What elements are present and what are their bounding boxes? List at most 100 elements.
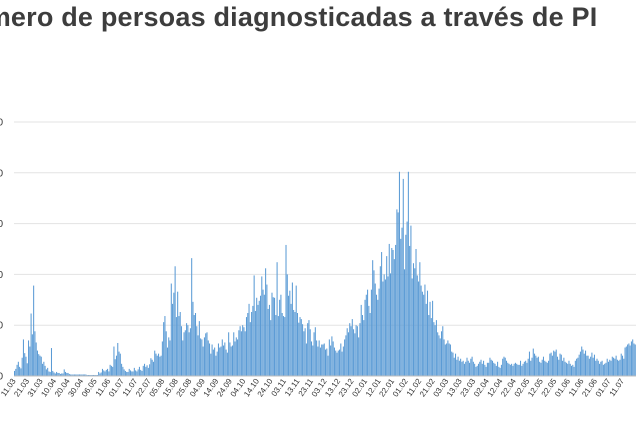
bar — [168, 337, 170, 376]
bar — [410, 225, 412, 376]
bar — [64, 371, 67, 376]
bar — [216, 351, 218, 376]
bar — [414, 268, 416, 376]
bar — [480, 359, 482, 376]
bar — [200, 338, 202, 376]
bar — [372, 260, 374, 376]
bar — [576, 358, 578, 376]
bar — [154, 350, 156, 376]
bar — [401, 227, 403, 376]
bar — [40, 356, 42, 376]
bar — [388, 243, 390, 376]
bar — [323, 343, 325, 376]
bar — [298, 322, 300, 376]
bar — [248, 303, 250, 376]
bar — [574, 360, 576, 376]
bar — [587, 355, 589, 376]
bar — [94, 374, 96, 376]
bar — [570, 365, 573, 376]
bar — [225, 349, 227, 376]
bar — [118, 351, 120, 376]
bar — [300, 319, 302, 376]
bar — [486, 362, 488, 376]
bar — [467, 360, 469, 376]
bar — [144, 363, 146, 376]
bar — [511, 363, 513, 376]
bar — [132, 371, 134, 376]
bar — [299, 317, 301, 376]
bar — [76, 374, 78, 376]
bar — [545, 361, 547, 376]
bar — [488, 362, 490, 376]
bar — [358, 337, 360, 376]
bar — [257, 304, 259, 376]
bar — [516, 363, 518, 376]
bar — [532, 348, 534, 376]
bar — [19, 366, 21, 376]
bar — [504, 357, 506, 376]
bar — [234, 341, 236, 376]
bar — [526, 362, 528, 376]
bar — [321, 344, 323, 376]
bar — [296, 313, 299, 376]
bar — [374, 283, 376, 376]
bar — [577, 357, 579, 376]
bar — [220, 346, 222, 376]
bar — [214, 347, 216, 376]
bar — [411, 278, 413, 376]
bar — [240, 331, 242, 376]
bar — [133, 367, 135, 376]
bar — [498, 366, 500, 376]
bar — [618, 360, 620, 376]
bar — [419, 262, 421, 376]
bar — [242, 325, 244, 376]
bar — [128, 368, 130, 376]
bar — [158, 353, 160, 376]
bar — [500, 364, 502, 376]
bar — [582, 349, 584, 376]
bar — [113, 346, 115, 376]
bar — [569, 363, 571, 376]
bar — [316, 340, 318, 376]
bar — [163, 322, 165, 376]
bar — [219, 347, 221, 376]
bar — [30, 313, 32, 376]
bar — [391, 247, 393, 376]
bar — [183, 332, 185, 376]
bar — [131, 371, 133, 376]
bar — [463, 363, 465, 376]
bar — [150, 358, 152, 376]
bar — [313, 332, 315, 376]
bar — [384, 279, 386, 376]
bar — [35, 342, 37, 376]
bar — [499, 367, 501, 376]
bar — [452, 352, 454, 376]
bar — [455, 353, 457, 376]
bar — [159, 356, 161, 376]
bar — [490, 359, 492, 376]
bar — [164, 316, 166, 376]
bar — [177, 291, 179, 376]
bar — [101, 368, 103, 376]
bar — [581, 346, 583, 376]
bar — [238, 330, 240, 376]
bar — [197, 335, 199, 376]
bar — [291, 282, 293, 376]
bar — [562, 360, 564, 376]
bar — [356, 326, 358, 376]
bar — [551, 355, 553, 376]
bar — [314, 327, 316, 376]
bar — [443, 339, 445, 376]
bar — [156, 355, 158, 376]
bar — [335, 350, 337, 376]
bar — [462, 360, 464, 376]
bar — [174, 266, 176, 376]
bar — [560, 354, 562, 376]
bar — [251, 311, 253, 376]
bar — [563, 357, 565, 376]
bar — [205, 333, 207, 376]
bar — [344, 339, 346, 376]
bar — [630, 341, 632, 376]
bar — [466, 357, 468, 376]
